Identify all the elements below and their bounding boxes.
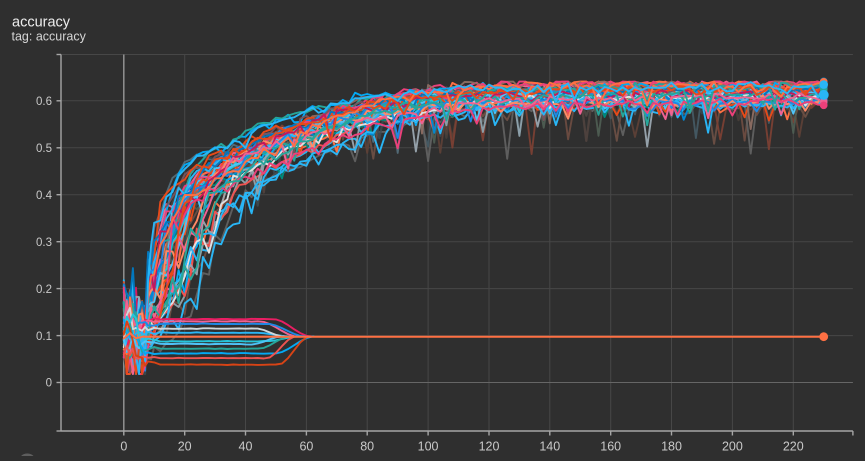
svg-text:0: 0 bbox=[120, 440, 127, 454]
svg-text:220: 220 bbox=[783, 440, 804, 454]
svg-text:0.5: 0.5 bbox=[36, 143, 52, 155]
svg-text:accuracy: accuracy bbox=[12, 15, 71, 31]
svg-text:20: 20 bbox=[178, 440, 192, 454]
svg-text:180: 180 bbox=[661, 440, 682, 454]
svg-text:120: 120 bbox=[479, 440, 500, 454]
svg-text:tag: accuracy: tag: accuracy bbox=[12, 30, 87, 44]
svg-text:160: 160 bbox=[600, 440, 621, 454]
svg-text:200: 200 bbox=[722, 440, 743, 454]
svg-text:140: 140 bbox=[539, 440, 560, 454]
svg-text:0.6: 0.6 bbox=[36, 96, 52, 108]
svg-text:100: 100 bbox=[418, 440, 439, 454]
svg-text:80: 80 bbox=[360, 440, 374, 454]
svg-text:0.4: 0.4 bbox=[36, 190, 53, 202]
svg-text:0.2: 0.2 bbox=[36, 284, 52, 296]
svg-text:40: 40 bbox=[239, 440, 253, 454]
svg-text:60: 60 bbox=[299, 440, 313, 454]
svg-text:0.1: 0.1 bbox=[36, 331, 52, 343]
svg-text:0: 0 bbox=[46, 378, 52, 390]
svg-text:0.3: 0.3 bbox=[36, 237, 52, 249]
